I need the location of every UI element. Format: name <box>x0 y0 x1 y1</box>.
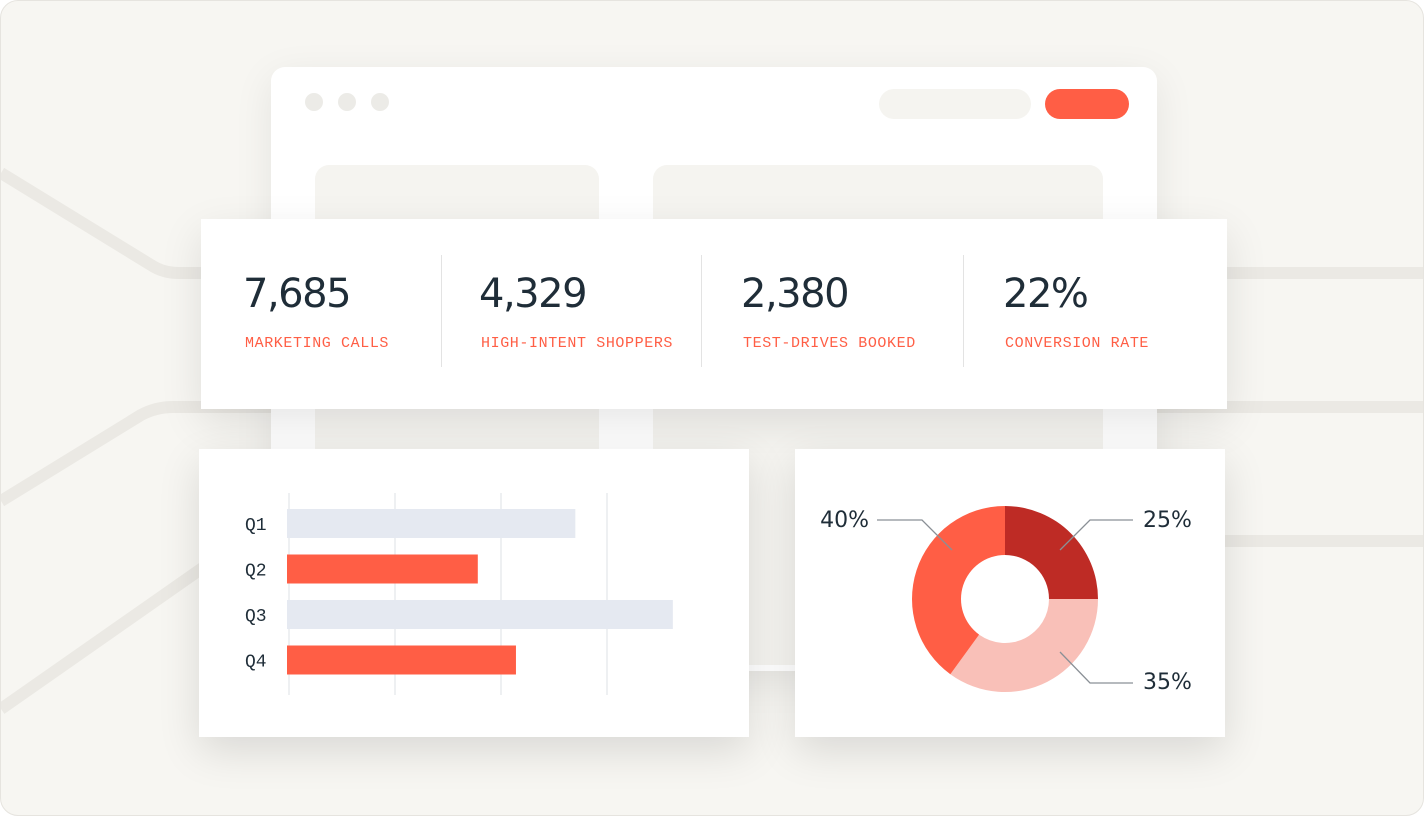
donut-slice-label: 40% <box>820 508 869 533</box>
kpi-label: HIGH-INTENT SHOPPERS <box>481 335 674 352</box>
leader-line <box>877 519 953 551</box>
bar-category-label: Q3 <box>245 607 267 627</box>
window-minimize-dot[interactable] <box>338 93 356 111</box>
bar-category-label: Q4 <box>245 653 267 673</box>
kpi-value: 22% <box>1003 271 1089 317</box>
kpi-divider <box>441 255 442 367</box>
donut-slice-label: 25% <box>1143 508 1192 533</box>
donut-chart: 25% 35% 40% <box>820 506 1192 695</box>
bar <box>287 645 516 675</box>
kpi-value: 2,380 <box>741 271 850 317</box>
leader-line <box>1059 519 1133 551</box>
donut-slice-label: 35% <box>1143 670 1192 695</box>
kpi-label: MARKETING CALLS <box>245 335 390 352</box>
bar <box>287 600 673 629</box>
kpi-label: TEST-DRIVES BOOKED <box>743 335 916 352</box>
kpi-value: 4,329 <box>479 271 588 317</box>
primary-action-button[interactable] <box>1045 89 1129 119</box>
kpi-label: CONVERSION RATE <box>1005 335 1150 352</box>
donut-slice <box>912 506 1005 675</box>
donut-slice <box>1005 506 1098 599</box>
kpi-divider <box>963 255 964 367</box>
bar-chart: Q1 Q2 Q3 Q4 <box>245 493 673 695</box>
address-bar[interactable] <box>879 89 1031 119</box>
kpi-divider <box>701 255 702 367</box>
window-maximize-dot[interactable] <box>371 93 389 111</box>
window-close-dot[interactable] <box>305 93 323 111</box>
bar-category-label: Q1 <box>245 516 267 536</box>
donut-slice <box>950 599 1098 692</box>
bar-category-label: Q2 <box>245 562 267 582</box>
bar <box>287 509 576 538</box>
kpi-summary-card: 7,685 MARKETING CALLS 4,329 HIGH-INTENT … <box>201 219 1227 409</box>
quarterly-bar-chart-card: Q1 Q2 Q3 Q4 <box>199 449 749 737</box>
donut-chart-card: 25% 35% 40% <box>795 449 1225 737</box>
leader-line <box>1059 651 1133 684</box>
kpi-value: 7,685 <box>243 271 352 317</box>
bar <box>287 554 478 584</box>
